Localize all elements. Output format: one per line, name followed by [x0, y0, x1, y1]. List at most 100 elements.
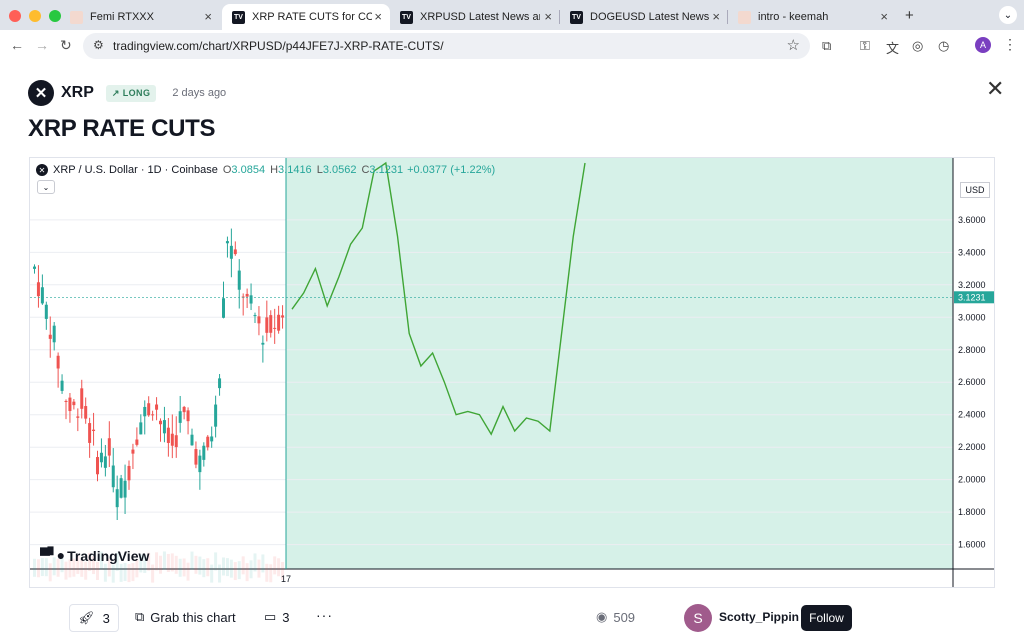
volume-bar — [210, 564, 214, 583]
candle-body — [151, 414, 155, 416]
volume-bar — [265, 563, 269, 582]
extensions-icon[interactable]: ⧉ — [822, 38, 832, 53]
direction-text: LONG — [122, 87, 151, 98]
legend-open-label: O — [222, 164, 232, 176]
browser-tab-2[interactable]: TV XRPUSD Latest News and Headlines × — [390, 4, 560, 30]
tab-favicon-icon — [70, 10, 83, 24]
candle-body — [64, 400, 68, 402]
candle-body — [76, 416, 80, 418]
volume-bar — [147, 552, 151, 571]
volume-bar — [40, 558, 44, 577]
browser-tab-1[interactable]: TV XRP RATE CUTS for COINBASE × — [222, 4, 390, 30]
tab-title: XRPUSD Latest News and Headlines — [420, 11, 540, 23]
y-tick-label: 3.2000 — [958, 280, 986, 290]
comments-button[interactable]: ▭ 3 — [264, 609, 290, 625]
follow-button[interactable]: Follow — [801, 605, 852, 631]
currency-label[interactable]: USD — [960, 182, 990, 198]
candle-body — [206, 436, 210, 448]
volume-bar — [194, 555, 198, 574]
y-tick-label: 2.6000 — [958, 377, 986, 387]
volume-bar — [233, 562, 237, 581]
candle-body — [237, 270, 241, 290]
comment-icon: ▭ — [264, 609, 277, 624]
volume-bar — [273, 556, 277, 575]
browser-tab-3[interactable]: TV DOGEUSD Latest News and Headlines × — [560, 4, 728, 30]
candle-body — [36, 282, 40, 297]
idea-title: XRP RATE CUTS — [28, 115, 216, 142]
close-tab-icon[interactable]: × — [880, 9, 888, 24]
projection-area — [286, 158, 953, 569]
volume-bar — [237, 561, 241, 580]
candle-body — [182, 406, 186, 413]
symbol-link[interactable]: XRP — [61, 84, 94, 101]
chart-panel[interactable]: 3.6000 3.4000 3.2000 3.0000 2.8000 2.6000 2.40… — [29, 157, 995, 588]
volume-bar — [52, 557, 56, 576]
legend-high-label: H — [270, 164, 279, 176]
minimize-window-button[interactable] — [29, 10, 41, 22]
chart-capture-icon: ⧉ — [135, 609, 145, 624]
candle-body — [281, 315, 285, 318]
grab-chart-button[interactable]: ⧉ Grab this chart — [135, 609, 236, 625]
back-arrow-icon[interactable]: ← — [10, 37, 24, 53]
candle-body — [119, 478, 123, 498]
boost-button[interactable]: 🚀︎ 3 — [69, 604, 119, 632]
idea-header: ✕ XRP ↗ LONG 2 days ago — [28, 80, 226, 106]
legend-close: 3.1231 — [369, 164, 404, 176]
direction-badge: ↗ LONG — [105, 84, 157, 102]
author-avatar[interactable]: S — [684, 604, 712, 632]
close-icon[interactable]: ✕ — [986, 76, 1005, 101]
candle-body — [214, 404, 218, 427]
password-key-icon[interactable]: ⚿ — [860, 38, 870, 53]
volume-bar — [119, 563, 123, 582]
chevron-down-icon[interactable]: ⌄ — [37, 180, 55, 194]
views-counter: ◉ 509 — [596, 609, 635, 625]
legend-change: +0.0377 (+1.22%) — [407, 164, 496, 176]
browser-tab-4[interactable]: intro - keemah × — [728, 4, 896, 30]
price-chart[interactable]: 3.6000 3.4000 3.2000 3.0000 2.8000 2.6000 2.40… — [30, 158, 995, 588]
site-info-icon[interactable]: ⚙ — [93, 38, 104, 52]
close-tab-icon[interactable]: × — [374, 9, 382, 24]
tab-title: Femi RTXXX — [90, 11, 154, 23]
volume-bar — [68, 559, 72, 578]
brand-text: TradingView — [67, 547, 150, 564]
bookmark-star-icon[interactable]: ☆ — [786, 37, 800, 54]
history-icon[interactable]: ◷ — [938, 38, 950, 53]
candle-body — [103, 456, 107, 468]
close-tab-icon[interactable]: × — [204, 9, 212, 24]
close-window-button[interactable] — [9, 10, 21, 22]
address-bar[interactable]: ⚙ tradingview.com/chart/XRPUSD/p44JFE7J-… — [83, 33, 810, 59]
zoom-window-button[interactable] — [49, 10, 61, 22]
browser-menu-icon[interactable]: ⋮ — [1003, 36, 1017, 52]
translate-icon[interactable]: 文 — [886, 41, 900, 56]
screenshot-icon[interactable]: ◎ — [912, 38, 924, 53]
author-name[interactable]: Scotty_Pippin — [719, 610, 800, 624]
forward-arrow-icon[interactable]: → — [35, 37, 49, 53]
volume-bar — [139, 554, 143, 573]
arrow-up-right-icon: ↗ — [111, 87, 123, 98]
candle-body — [162, 420, 166, 434]
new-tab-button[interactable]: + — [905, 7, 914, 24]
more-options-button[interactable]: ··· — [316, 607, 333, 623]
volume-bar — [222, 557, 225, 576]
close-tab-icon[interactable]: × — [544, 9, 552, 24]
tab-search-chevron-icon[interactable]: ⌄ — [999, 6, 1017, 24]
volume-bar — [143, 554, 147, 573]
xrp-logo-icon[interactable]: ✕ — [28, 80, 54, 106]
candle-body — [166, 427, 170, 443]
candle-body — [115, 489, 119, 508]
profile-avatar[interactable]: A — [975, 37, 991, 53]
volume-bar — [48, 563, 52, 582]
url-text[interactable]: tradingview.com/chart/XRPUSD/p44JFE7J-XR… — [113, 39, 444, 53]
volume-bar — [225, 558, 229, 577]
browser-tab-0[interactable]: Femi RTXXX × — [60, 4, 220, 30]
volume-bar — [269, 564, 273, 583]
reload-icon[interactable]: ↻ — [60, 37, 72, 53]
tradingview-logo[interactable]: ▀▘● TradingView — [40, 547, 149, 564]
browser-toolbar: ← → ↻ ⚙ tradingview.com/chart/XRPUSD/p44… — [0, 30, 1024, 62]
volume-bar — [281, 561, 285, 580]
grab-chart-label: Grab this chart — [150, 609, 236, 625]
volume-bar — [190, 551, 194, 570]
close-tab-icon[interactable]: × — [712, 9, 720, 24]
volume-bar — [159, 555, 162, 574]
candle-body — [155, 404, 159, 410]
